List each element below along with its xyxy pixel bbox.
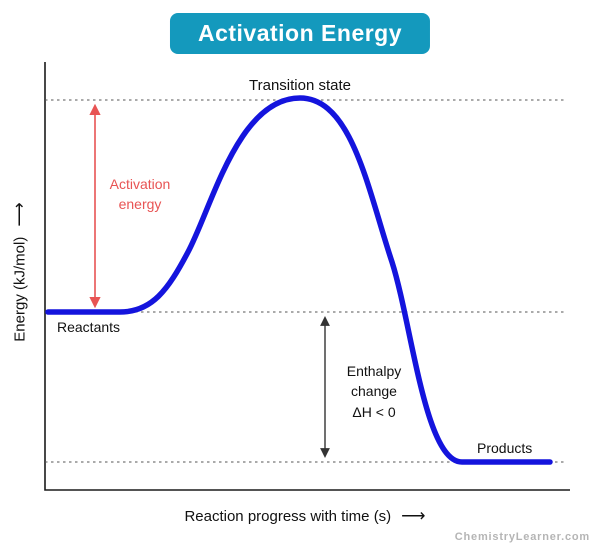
enthalpy-change-label: Enthalpy change ΔH < 0 [347,361,401,422]
watermark: ChemistryLearner.com [454,531,590,543]
y-axis-arrow-icon: ⟶ [9,202,29,227]
activation-energy-label-line1: Activation [109,176,171,192]
transition-state-label: Transition state [249,77,351,94]
x-axis-label-text: Reaction progress with time (s) [184,508,392,525]
y-axis-label-text: Energy (kJ/mol) [11,236,29,342]
x-axis-label: Reaction progress with time (s) ⟶ [184,504,425,529]
title-badge: Activation Energy [169,13,431,54]
activation-energy-label-line2: energy [118,196,162,213]
enthalpy-label-line2: change [351,383,397,400]
axes [44,62,570,491]
reactants-label: Reactants [57,319,121,335]
energy-curve [45,95,553,465]
x-axis-arrow-icon: ⟶ [401,506,426,525]
products-label: Products [477,440,533,456]
activation-energy-label: Activation energy [110,174,171,215]
enthalpy-label-line3: ΔH < 0 [352,403,396,420]
y-axis-label: Energy (kJ/mol) ⟶ [8,202,33,341]
enthalpy-label-line1: Enthalpy [346,363,402,379]
